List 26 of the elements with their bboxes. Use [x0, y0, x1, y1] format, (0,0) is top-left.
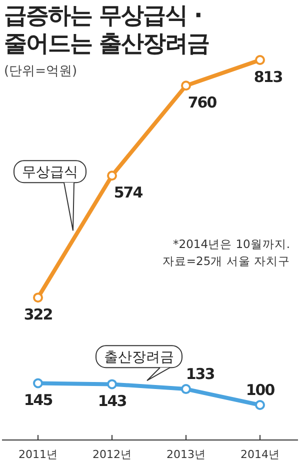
- point: [181, 80, 191, 91]
- chart-title: 급증하는 무상급식 · 줄어드는 출산장려금: [4, 2, 210, 58]
- x-tick-label: 2012년: [92, 448, 132, 461]
- annotation: *2014년은 10월까지.: [173, 237, 290, 251]
- data-label: 145: [24, 391, 53, 410]
- data-label: 100: [246, 381, 275, 399]
- data-label: 574: [114, 184, 143, 202]
- point: [107, 170, 117, 181]
- point: [33, 378, 43, 388]
- data-label: 133: [186, 365, 215, 384]
- data-label: 143: [98, 392, 127, 410]
- point: [255, 55, 265, 65]
- point: [107, 379, 117, 390]
- point: [181, 384, 191, 394]
- point: [33, 292, 43, 303]
- series-label: 무상급식: [22, 164, 78, 181]
- annotation: 자료=25개 서울 자치구: [162, 254, 290, 268]
- data-label: 760: [188, 94, 217, 112]
- chart-subtitle: (단위=억원): [4, 63, 78, 80]
- data-label: 813: [254, 68, 283, 86]
- point: [255, 400, 265, 410]
- x-tick-label: 2014년: [240, 448, 280, 461]
- series-label: 출산장려금: [104, 350, 174, 366]
- x-tick-label: 2013년: [166, 448, 206, 461]
- x-tick-label: 2011년: [18, 448, 58, 461]
- data-label: 322: [24, 306, 53, 324]
